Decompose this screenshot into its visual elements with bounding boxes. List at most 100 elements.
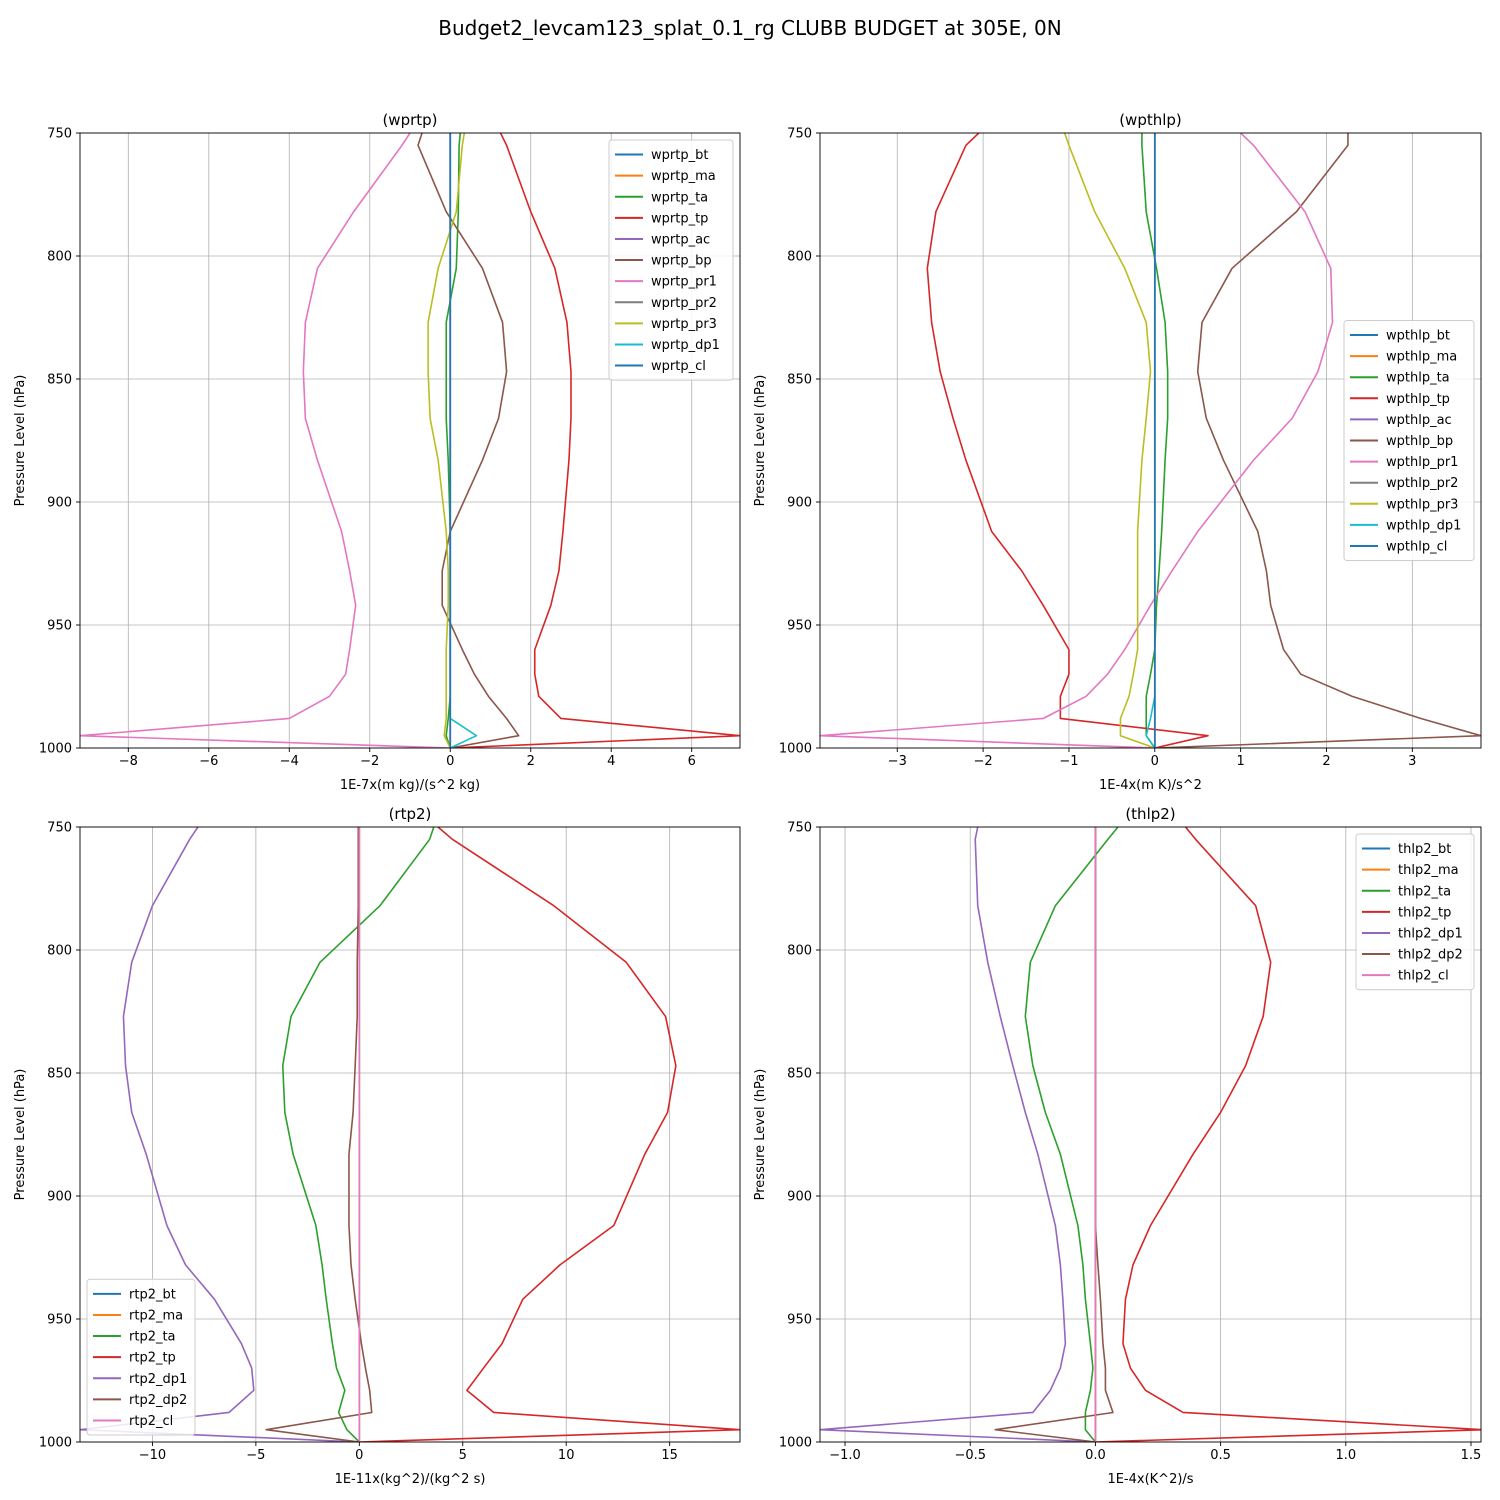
y-axis-label: Pressure Level (hPa) (753, 1069, 768, 1201)
axes-frame (79, 132, 741, 749)
panel-wprtp: −8 −6 −4 −2 0 2 4 6 750 800 850 900 950 1000 (wprtp) 1E… (13, 111, 741, 793)
y-tick-label: 800 (787, 250, 812, 265)
y-tick-label: 900 (47, 496, 72, 511)
series-line-rtp2_dp2 (265, 827, 373, 1442)
series-line-wpthlp_pr1 (820, 133, 1334, 748)
legend-label: thlp2_dp1 (1398, 926, 1463, 941)
legend-label: wprtp_pr1 (651, 275, 717, 290)
axes-frame (819, 826, 1482, 1443)
x-tick-label: −0.5 (954, 1448, 986, 1463)
series-line-rtp2_tp (359, 827, 740, 1442)
legend-label: wprtp_pr3 (651, 317, 717, 332)
series-line-wprtp_tp (450, 133, 740, 748)
legend-label: wpthlp_pr2 (1386, 476, 1458, 491)
legend-label: thlp2_cl (1398, 969, 1449, 984)
legend-label: wprtp_ma (651, 169, 716, 184)
x-tick-label: 0.0 (1085, 1448, 1106, 1463)
legend-box (608, 139, 734, 381)
x-axis-label: 1E-4x(K^2)/s (1107, 1472, 1193, 1487)
y-tick-label: 750 (787, 821, 812, 836)
x-tick-label: 5 (459, 1448, 467, 1463)
series-line-thlp2_ta (1024, 827, 1119, 1442)
y-tick-label: 950 (787, 619, 812, 634)
legend-label: wprtp_cl (651, 359, 706, 374)
series-group (80, 133, 740, 748)
x-tick-label: −4 (280, 754, 299, 769)
legend-label: wpthlp_pr3 (1386, 497, 1458, 512)
series-line-wpthlp_ta (1141, 133, 1169, 748)
x-tick-label: 1.5 (1461, 1448, 1482, 1463)
series-group (820, 133, 1481, 748)
y-tick-label: 1000 (779, 1436, 812, 1451)
x-tick-label: 3 (1408, 754, 1416, 769)
y-axis-label: Pressure Level (hPa) (753, 375, 768, 507)
y-tick-label: 1000 (39, 742, 72, 757)
legend-label: rtp2_ma (129, 1308, 183, 1323)
series-line-wpthlp_tp (926, 133, 1209, 748)
y-tick-label: 750 (47, 821, 72, 836)
x-tick-label: 0.5 (1210, 1448, 1231, 1463)
legend-label: wpthlp_bt (1386, 329, 1450, 344)
legend-label: rtp2_ta (129, 1330, 176, 1345)
x-tick-label: −3 (888, 754, 907, 769)
y-tick-label: 900 (47, 1190, 72, 1205)
legend-label: wpthlp_ac (1386, 413, 1452, 428)
series-line-rtp2_dp1 (80, 827, 360, 1442)
y-axis-label: Pressure Level (hPa) (13, 1069, 28, 1201)
y-tick-label: 850 (47, 1067, 72, 1082)
series-line-wpthlp_pr3 (1063, 133, 1156, 748)
x-axis-label: 1E-7x(m kg)/(s^2 kg) (340, 778, 480, 793)
legend-label: wpthlp_dp1 (1386, 518, 1461, 533)
x-tick-label: −6 (199, 754, 218, 769)
y-tick-label: 950 (787, 1313, 812, 1328)
legend-label: wprtp_ta (651, 190, 708, 205)
x-tick-label: −10 (139, 1448, 166, 1463)
x-tick-label: −2 (974, 754, 993, 769)
y-tick-label: 900 (787, 496, 812, 511)
x-tick-label: 4 (607, 754, 615, 769)
axes-frame (79, 826, 741, 1443)
x-tick-label: −8 (119, 754, 138, 769)
y-tick-label: 850 (787, 373, 812, 388)
series-group (80, 827, 740, 1442)
panel-title: (rtp2) (389, 805, 432, 823)
legend-label: rtp2_cl (129, 1414, 173, 1429)
x-tick-label: 0 (355, 1448, 363, 1463)
legend-label: wprtp_pr2 (651, 296, 717, 311)
x-tick-label: 6 (688, 754, 696, 769)
series-line-thlp2_dp1 (820, 827, 1096, 1442)
y-tick-label: 750 (787, 127, 812, 142)
legend-label: wpthlp_bp (1386, 434, 1453, 449)
y-tick-label: 950 (47, 1313, 72, 1328)
y-tick-label: 800 (47, 250, 72, 265)
series-line-wprtp_pr1 (80, 133, 451, 748)
legend: thlp2_bt thlp2_ma thlp2_ta thlp2_tp thlp2_dp… (1355, 833, 1475, 991)
legend-label: wprtp_dp1 (651, 338, 720, 353)
panel-title: (wprtp) (382, 111, 437, 129)
legend-label: thlp2_bt (1398, 842, 1451, 857)
y-tick-label: 850 (47, 373, 72, 388)
x-tick-label: 2 (527, 754, 535, 769)
legend-label: wpthlp_pr1 (1386, 455, 1458, 470)
legend-label: wpthlp_ma (1386, 350, 1457, 365)
legend: rtp2_bt rtp2_ma rtp2_ta rtp2_tp rtp2_dp1 rtp2… (86, 1278, 196, 1436)
legend-label: thlp2_dp2 (1398, 948, 1463, 963)
x-axis-label: 1E-11x(kg^2)/(kg^2 s) (335, 1472, 486, 1487)
legend: wprtp_bt wprtp_ma wprtp_ta wprtp_tp wprtp_ac… (608, 139, 734, 381)
y-tick-label: 950 (47, 619, 72, 634)
legend-label: wprtp_ac (651, 232, 710, 247)
y-tick-label: 900 (787, 1190, 812, 1205)
legend-label: thlp2_ma (1398, 863, 1459, 878)
panel-title: (thlp2) (1125, 805, 1175, 823)
legend-box (1355, 833, 1475, 991)
x-tick-label: 1 (1236, 754, 1244, 769)
panel-rtp2: −10 −5 0 5 10 15 750 800 850 900 950 1000 (rtp2) 1E-1… (13, 805, 741, 1487)
legend-label: rtp2_dp1 (129, 1372, 187, 1387)
legend-label: rtp2_dp2 (129, 1393, 187, 1408)
y-tick-label: 800 (47, 944, 72, 959)
legend-label: wpthlp_tp (1386, 392, 1450, 407)
series-line-rtp2_ta (281, 827, 435, 1442)
x-tick-label: −1 (1059, 754, 1078, 769)
legend-label: thlp2_ta (1398, 884, 1451, 899)
